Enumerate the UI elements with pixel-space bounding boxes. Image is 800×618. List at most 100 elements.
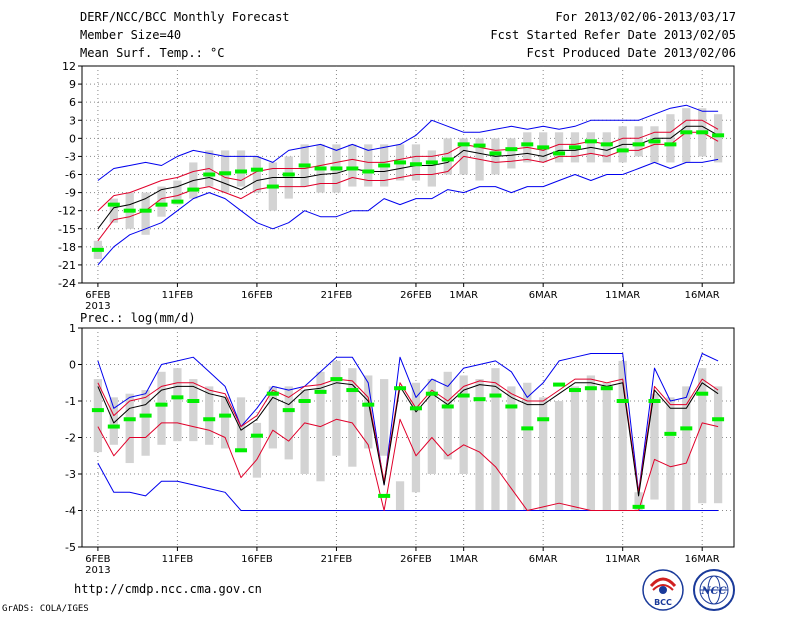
temp-box	[443, 138, 452, 175]
prec-median-marker	[123, 417, 136, 422]
temp-median-marker	[616, 148, 629, 153]
prec-median-marker	[473, 397, 486, 402]
temp-ytick-label: 6	[69, 96, 76, 109]
prec-box	[220, 397, 230, 449]
temp-ytick-label: -9	[65, 187, 76, 200]
prec-box	[173, 368, 182, 442]
prec-box	[459, 375, 468, 474]
prec-median-marker	[696, 391, 709, 396]
member-size-label: Member Size=40	[80, 28, 182, 42]
prec-median-marker	[298, 399, 311, 403]
prec-box	[586, 375, 596, 511]
prec-median-marker	[457, 393, 470, 398]
prec-median-marker	[537, 417, 550, 422]
prec-mean-line	[97, 382, 719, 497]
temp-xtick-label: 1MAR	[449, 290, 478, 301]
temp-upper-envelope-line	[97, 104, 719, 181]
temp-box	[236, 150, 246, 187]
prec-box	[698, 368, 707, 504]
temp-ytick-label: -12	[58, 205, 76, 218]
temp-median-marker	[553, 151, 566, 156]
temp-median-marker	[425, 160, 438, 165]
temp-xtick-label: 16FEB	[241, 290, 273, 301]
temp-box	[173, 180, 182, 205]
temp-box	[427, 150, 436, 187]
temp-xtick-label: 11MAR	[605, 290, 640, 301]
prec-median-marker	[139, 413, 152, 418]
prec-median-marker	[346, 388, 359, 393]
prec-median-marker	[521, 426, 534, 431]
forecast-produced-date: Fcst Produced Date 2013/02/06	[526, 46, 736, 60]
prec-median-marker	[489, 393, 502, 398]
prec-box	[141, 390, 150, 456]
prec-median-marker	[155, 402, 168, 407]
prec-box	[125, 393, 134, 464]
prec-box	[427, 379, 436, 474]
prec-box	[602, 382, 611, 511]
prec-box	[189, 379, 198, 442]
temp-frame	[81, 65, 735, 284]
prec-median-marker	[250, 433, 263, 438]
temp-lower-spread-line	[97, 131, 719, 242]
prec-median-marker	[712, 417, 725, 422]
temp-median-marker	[600, 142, 613, 147]
prec-median-marker	[282, 408, 295, 413]
temp-xtick-label: 16MAR	[685, 290, 720, 301]
prec-median-marker	[505, 404, 518, 409]
prec-xtick-label: 11FEB	[162, 554, 194, 565]
temp-median-marker	[139, 208, 152, 213]
prec-median-marker	[235, 448, 248, 453]
temp-median-marker	[250, 167, 263, 172]
temp-box	[507, 138, 516, 169]
temp-ytick-label: -3	[65, 150, 76, 163]
prec-median-marker	[616, 399, 629, 403]
temp-ytick-label: 9	[69, 78, 76, 91]
temp-box	[634, 126, 643, 157]
temp-median-marker	[203, 172, 216, 177]
prec-box	[682, 386, 691, 511]
temp-median-marker	[346, 166, 359, 171]
prec-box	[93, 379, 103, 453]
temp-box	[682, 108, 691, 163]
prec-xtick-label: 6MAR	[529, 554, 558, 565]
temp-median-marker	[362, 169, 375, 174]
bcc-logo-text: BCC	[654, 598, 672, 607]
bcc-logo: BCC	[642, 569, 684, 611]
temp-median-marker	[505, 147, 518, 152]
prec-xtick-year: 2013	[85, 565, 110, 576]
temp-panel: 12 9 6 3 0 -3 -6 -9 -12 -15 -18 -21 -24 6FEB 11FEB 16FE…	[58, 60, 735, 312]
prec-box	[236, 397, 246, 453]
temp-median-marker	[91, 247, 104, 252]
temp-median-marker	[187, 187, 200, 192]
temp-median-marker	[632, 142, 645, 147]
temp-median-marker	[568, 145, 581, 150]
ncc-logo: NCC	[693, 569, 735, 611]
prec-lower-spread-line	[97, 418, 719, 511]
prec-ytick-label: -3	[65, 468, 76, 481]
prec-upper-envelope-line	[97, 353, 719, 493]
temp-median-marker	[409, 162, 422, 167]
prec-box	[666, 397, 675, 511]
temp-box	[348, 144, 357, 187]
temp-ytick-label: 12	[62, 60, 76, 73]
temp-ytick-label: 0	[69, 132, 76, 145]
temp-xtick-label: 26FEB	[400, 290, 432, 301]
prec-xtick-label: 16MAR	[685, 554, 720, 565]
temp-xtick-label: 6FEB	[85, 290, 110, 301]
prec-median-marker	[568, 388, 581, 393]
chart-title: DERF/NCC/BCC Monthly Forecast	[80, 10, 290, 24]
prec-box	[109, 397, 118, 445]
prec-panel: 1 0 -1 -2 -3 -4 -5 6FEB 11FEB 16FEB 21FEB 26FEB 1MAR…	[65, 322, 735, 576]
temp-median-marker	[330, 166, 343, 171]
source-url[interactable]: http://cmdp.ncc.cma.gov.cn	[74, 582, 262, 596]
temp-upper-spread-line	[97, 119, 719, 212]
prec-ytick-label: -1	[65, 395, 76, 408]
temp-xtick-year: 2013	[85, 301, 110, 312]
forecast-period: For 2013/02/06-2013/03/17	[555, 10, 736, 24]
prec-median-marker	[219, 413, 232, 418]
prec-median-marker	[362, 402, 375, 407]
prec-box	[252, 422, 262, 478]
prec-median-marker	[409, 406, 422, 411]
prec-median-marker	[394, 386, 407, 391]
temp-median-marker	[712, 133, 725, 138]
